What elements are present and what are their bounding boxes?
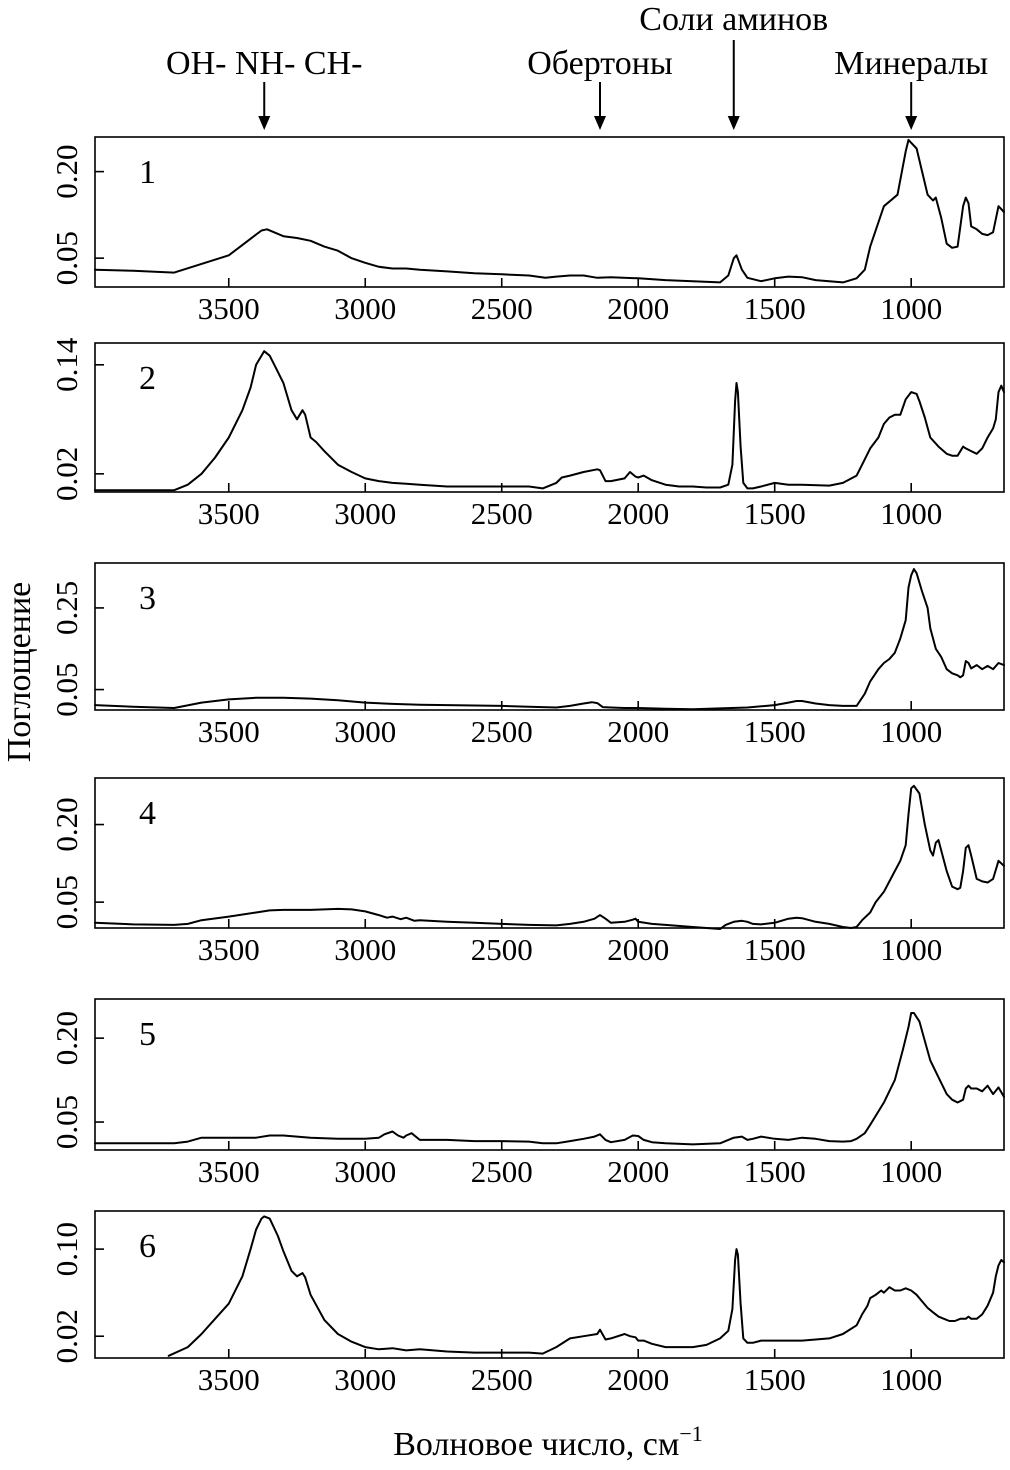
spectrum-panel-3: 3500 3000 2500 2000 1500 1000 0.05 0.25 3 <box>49 562 1005 749</box>
x-tick-label: 2000 <box>607 1362 669 1397</box>
annotation-label: Соли аминов <box>639 1 828 38</box>
x-tick-label: 3000 <box>334 1154 396 1189</box>
x-tick-label: 1000 <box>880 496 942 531</box>
x-tick-label: 3500 <box>198 1362 260 1397</box>
x-tick-label: 3500 <box>198 932 260 967</box>
y-tick-label: 0.20 <box>49 797 84 851</box>
x-tick-label: 1000 <box>880 1154 942 1189</box>
spectrum-line-6 <box>167 1215 1005 1357</box>
spectrum-line-1 <box>94 138 1005 284</box>
x-tick-label: 3500 <box>198 291 260 326</box>
spectrum-panel-1: 3500 3000 2500 2000 1500 1000 0.05 0.20 1 <box>49 136 1005 326</box>
x-tick-label: 1500 <box>744 496 806 531</box>
y-tick-label: 0.05 <box>49 231 84 285</box>
panel-frame <box>94 1210 1005 1359</box>
x-tick-label: 1500 <box>744 1362 806 1397</box>
annotation-label: Обертоны <box>527 45 673 82</box>
x-tick-label: 2500 <box>471 714 533 749</box>
y-tick-label: 0.14 <box>49 337 84 392</box>
x-tick-label: 3500 <box>198 496 260 531</box>
y-tick-label: 0.05 <box>49 662 84 716</box>
x-tick-label: 3000 <box>334 932 396 967</box>
panel-number: 1 <box>139 154 156 191</box>
x-tick-label: 2000 <box>607 714 669 749</box>
x-axis-title: Волновое число, см−1 <box>393 1421 703 1463</box>
x-tick-label: 3000 <box>334 291 396 326</box>
x-tick-label: 2500 <box>471 932 533 967</box>
y-tick-label: 0.05 <box>49 875 84 929</box>
x-tick-label: 1000 <box>880 932 942 967</box>
y-axis-title: Поглощение <box>1 582 38 763</box>
spectrum-line-2 <box>94 350 1005 492</box>
x-tick-label: 2500 <box>471 496 533 531</box>
x-tick-label: 2500 <box>471 1362 533 1397</box>
x-tick-label: 2000 <box>607 932 669 967</box>
annotation-1: Обертоны <box>527 45 673 130</box>
x-tick-label: 1000 <box>880 291 942 326</box>
annotation-2: Соли аминов <box>639 1 828 130</box>
panel-frame <box>94 777 1005 929</box>
x-tick-label: 3000 <box>334 714 396 749</box>
x-tick-label: 2000 <box>607 291 669 326</box>
annotation-arrowhead <box>258 116 271 130</box>
x-tick-label: 1000 <box>880 714 942 749</box>
x-axis-title-text: Волновое число, см <box>393 1426 679 1463</box>
y-tick-label: 0.20 <box>49 1011 84 1065</box>
panel-number: 2 <box>139 360 156 397</box>
annotation-arrowhead <box>727 116 740 130</box>
y-tick-label: 0.02 <box>49 447 84 501</box>
spectrum-line-4 <box>94 784 1005 930</box>
x-tick-label: 1500 <box>744 932 806 967</box>
x-tick-label: 2000 <box>607 1154 669 1189</box>
spectra-panels: 3500 3000 2500 2000 1500 1000 0.05 0.20 1 3500 300… <box>49 136 1005 1397</box>
y-tick-label: 0.10 <box>49 1222 84 1276</box>
x-tick-label: 2000 <box>607 496 669 531</box>
spectrum-panel-5: 3500 3000 2500 2000 1500 1000 0.05 0.20 5 <box>49 998 1005 1189</box>
spectrum-panel-6: 3500 3000 2500 2000 1500 1000 0.02 0.10 6 <box>49 1210 1005 1397</box>
x-tick-label: 1500 <box>744 714 806 749</box>
panel-frame <box>94 998 1005 1151</box>
spectrum-panel-4: 3500 3000 2500 2000 1500 1000 0.05 0.20 4 <box>49 777 1005 967</box>
x-tick-label: 1500 <box>744 291 806 326</box>
panel-number: 5 <box>139 1016 156 1053</box>
annotation-3: Минералы <box>834 45 988 130</box>
x-tick-label: 1000 <box>880 1362 942 1397</box>
x-tick-label: 2500 <box>471 291 533 326</box>
spectrum-panel-2: 3500 3000 2500 2000 1500 1000 0.02 0.14 2 <box>49 337 1005 531</box>
annotation-arrowhead <box>594 116 606 130</box>
y-tick-label: 0.25 <box>49 581 84 635</box>
y-tick-label: 0.05 <box>49 1095 84 1149</box>
panel-number: 4 <box>139 795 156 832</box>
x-axis-title-exponent: −1 <box>679 1421 702 1446</box>
x-tick-label: 2500 <box>471 1154 533 1189</box>
spectrum-line-5 <box>94 1012 1005 1146</box>
x-tick-label: 3500 <box>198 1154 260 1189</box>
panel-frame <box>94 562 1005 711</box>
annotation-0: OH- NH- CH- <box>166 45 362 130</box>
panel-number: 3 <box>139 580 156 617</box>
spectrum-line-3 <box>94 568 1005 711</box>
x-tick-label: 3000 <box>334 496 396 531</box>
annotation-arrowhead <box>905 116 918 130</box>
x-tick-label: 1500 <box>744 1154 806 1189</box>
x-tick-label: 3500 <box>198 714 260 749</box>
panel-frame <box>94 136 1005 288</box>
annotation-label: Минералы <box>834 45 988 82</box>
annotation-label: OH- NH- CH- <box>166 45 362 82</box>
panel-number: 6 <box>139 1228 156 1265</box>
panel-frame <box>94 342 1005 493</box>
y-tick-label: 0.02 <box>49 1309 84 1363</box>
x-tick-label: 3000 <box>334 1362 396 1397</box>
y-tick-label: 0.20 <box>49 144 84 198</box>
